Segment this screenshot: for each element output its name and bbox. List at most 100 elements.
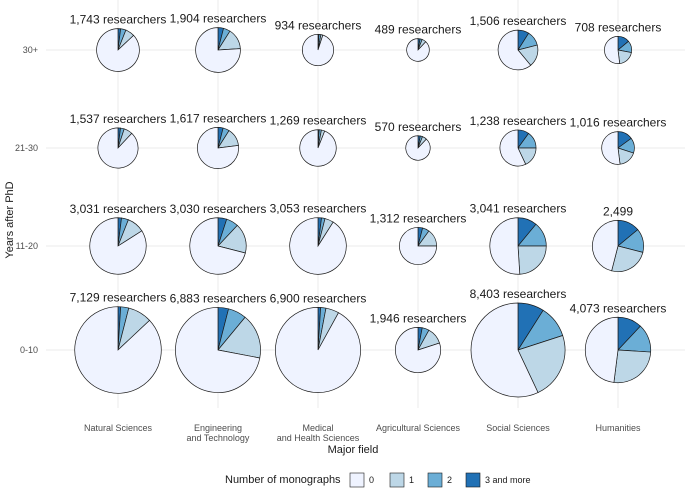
x-tick-label: Engineering <box>194 423 242 433</box>
pie-30+-as <box>406 38 430 62</box>
legend-label: 0 <box>369 475 374 485</box>
pies <box>74 27 652 398</box>
pie-total-label: 3,041 researchers <box>470 202 567 216</box>
pie-total-label: 1,238 researchers <box>470 114 567 128</box>
x-tick-label: and Technology <box>187 433 250 443</box>
pie-11-20-hum <box>592 220 644 272</box>
pie-30+-ns <box>96 28 140 72</box>
pie-slice-0 <box>592 220 619 272</box>
x-tick-label: Agricultural Sciences <box>376 423 461 433</box>
pie-0-10-hum <box>584 316 652 384</box>
pie-slice-0 <box>289 217 347 275</box>
pie-total-label: 1,506 researchers <box>470 14 567 28</box>
pie-21-30-ns <box>97 127 139 169</box>
pie-slice-0 <box>97 127 139 169</box>
pie-slice-0 <box>499 129 527 167</box>
y-tick-label: 11-20 <box>16 241 38 251</box>
legend-swatch <box>349 472 365 488</box>
legend-swatch <box>427 472 443 488</box>
pie-slice-0 <box>405 135 431 161</box>
pie-total-label: 708 researchers <box>575 20 662 34</box>
legend-swatch <box>465 472 481 488</box>
x-tick-label: Natural Sciences <box>84 423 153 433</box>
pie-slice-0 <box>497 29 532 71</box>
pie-slice-1 <box>217 316 261 359</box>
pie-total-label: 6,900 researchers <box>270 291 367 305</box>
pie-slice-1 <box>517 245 547 275</box>
pie-labels: 1,743 researchers 1,904 researchers 934 re… <box>70 12 667 326</box>
x-tick-label: Social Sciences <box>486 423 550 433</box>
pie-slice-0 <box>604 36 621 64</box>
pie-slice-0 <box>275 307 361 393</box>
pie-slice-0 <box>601 131 621 165</box>
pie-total-label: 7,129 researchers <box>70 291 167 305</box>
legend-label: 3 and more <box>485 475 531 485</box>
pie-0-10-ss <box>470 302 566 398</box>
pie-total-label: 1,537 researchers <box>70 112 167 126</box>
pie-slice-0 <box>399 227 437 265</box>
legend-label: 2 <box>447 475 452 485</box>
pie-total-label: 3,031 researchers <box>70 202 167 216</box>
pie-11-20-as <box>399 227 437 265</box>
pie-21-30-et <box>197 127 239 169</box>
y-axis-title: Years after PhD <box>4 181 16 258</box>
pie-total-label: 1,617 researchers <box>170 111 267 125</box>
pie-slice-0 <box>195 27 241 73</box>
pie-total-label: 8,403 researchers <box>470 287 567 301</box>
pie-30+-ss <box>497 29 539 71</box>
pie-total-label: 489 researchers <box>375 23 462 37</box>
pie-11-20-mhs <box>289 217 347 275</box>
pie-30+-hum <box>604 36 632 64</box>
pie-total-label: 1,269 researchers <box>270 114 367 128</box>
pie-slice-1 <box>611 245 644 272</box>
pie-21-30-hum <box>601 131 635 165</box>
legend-label: 1 <box>409 475 414 485</box>
pie-total-label: 3,030 researchers <box>170 202 267 216</box>
x-tick-label: and Health Sciences <box>277 433 360 443</box>
pie-0-10-et <box>175 307 261 393</box>
pie-total-label: 3,053 researchers <box>270 202 367 216</box>
pie-11-20-et <box>189 217 247 275</box>
pie-slice-1 <box>613 349 652 384</box>
pie-slice-0 <box>197 127 239 169</box>
pie-slice-0 <box>302 33 335 66</box>
pie-total-label: 1,946 researchers <box>370 311 467 325</box>
pie-slice-0 <box>74 306 162 394</box>
pie-21-30-mhs <box>299 129 337 167</box>
y-tick-label: 0-10 <box>20 345 38 355</box>
pie-slice-1 <box>517 335 566 393</box>
pie-slice-0 <box>299 129 337 167</box>
pie-slice-0 <box>175 307 261 393</box>
pie-total-label: 1,016 researchers <box>570 116 667 130</box>
legend: Number of monographs 0 1 2 3 and more <box>225 472 531 488</box>
pie-total-label: 4,073 researchers <box>570 301 667 315</box>
pie-total-label: 1,743 researchers <box>70 13 167 27</box>
pie-total-label: 570 researchers <box>375 120 462 134</box>
pie-30+-mhs <box>302 33 335 66</box>
pie-slice-0 <box>189 217 246 275</box>
legend-title: Number of monographs <box>225 474 341 486</box>
pie-21-30-as <box>405 135 431 161</box>
pie-30+-et <box>195 27 241 73</box>
pie-slice-1 <box>617 49 632 64</box>
pie-slice-0 <box>406 38 430 62</box>
pie-total-label: 6,883 researchers <box>170 291 267 305</box>
pie-0-10-as <box>395 327 441 373</box>
pie-0-10-mhs <box>275 307 361 393</box>
pie-slice-0 <box>470 302 539 398</box>
pie-0-10-ns <box>74 306 162 394</box>
pie-total-label: 2,499 <box>603 204 633 218</box>
y-tick-label: 21-30 <box>15 143 38 153</box>
x-axis-title: Major field <box>328 444 379 456</box>
pie-21-30-ss <box>499 129 537 167</box>
pie-11-20-ns <box>89 217 147 275</box>
x-tick-label: Medical <box>302 423 333 433</box>
pie-slice-0 <box>395 327 441 373</box>
pie-slice-0 <box>489 217 521 275</box>
pie-slice-0 <box>584 316 619 383</box>
pie-total-label: 1,312 researchers <box>370 211 467 225</box>
y-tick-label: 30+ <box>23 45 38 55</box>
pie-11-20-ss <box>489 217 547 275</box>
